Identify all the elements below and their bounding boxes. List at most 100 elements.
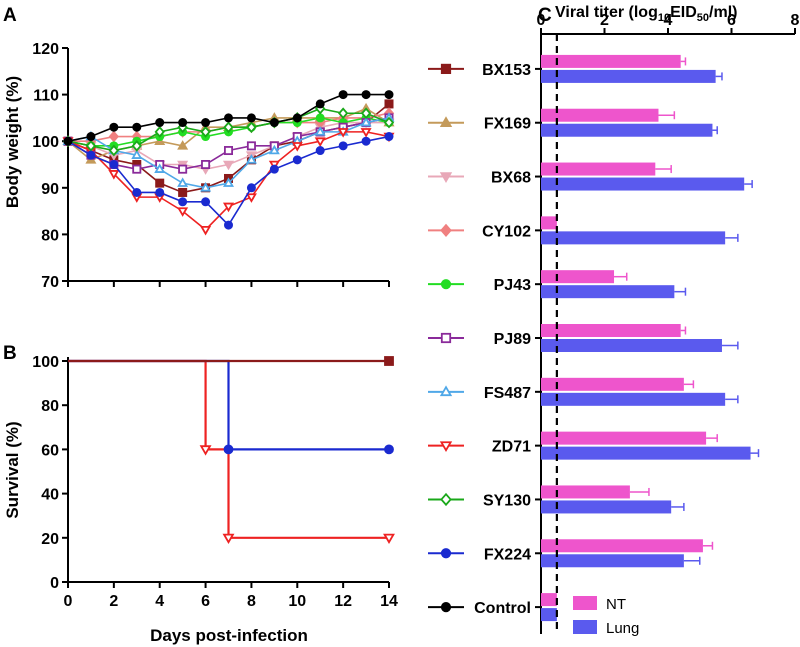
panel-b-survival-chart: 0 20 40 60 80 100 0 2 4 6 8 10 12 14 — [32, 354, 398, 610]
panel-c-category-label: FX169 — [484, 116, 531, 133]
panel-a-point-fx224 — [155, 187, 165, 197]
panel-a-point-control — [246, 113, 256, 123]
panel-a-point-fx224 — [315, 146, 325, 156]
panel-a-y-tick-label: 90 — [41, 181, 59, 198]
panel-a-point-bx68 — [222, 160, 235, 171]
panel-letter-b: B — [3, 343, 17, 364]
panel-a-point-control — [223, 113, 233, 123]
panel-c-bar-lung — [541, 500, 672, 514]
panel-b-x-tick-label: 8 — [247, 593, 256, 610]
panel-c-x-tick-label: 2 — [600, 12, 609, 29]
panel-a-point-zd71 — [291, 142, 303, 152]
panel-c-bar-lung — [541, 177, 745, 191]
panel-c-category-label: PJ43 — [494, 277, 531, 294]
legend-marker-sy130 — [440, 492, 452, 507]
legend-marker-cy102 — [440, 223, 452, 237]
panel-c-bar-lung — [541, 231, 726, 245]
panel-c-bar-lung — [541, 339, 722, 352]
panel-a-point-zd71 — [108, 170, 120, 180]
panel-a-y-tick-label: 80 — [41, 227, 59, 244]
panel-a-point-fs487 — [360, 116, 372, 127]
panel-a-point-fx224 — [338, 141, 348, 151]
legend-marker-pj43 — [440, 279, 452, 290]
panel-b-marker-zd71 — [383, 533, 395, 544]
panel-a-point-fx224 — [292, 155, 302, 165]
panel-c-bar-nt — [541, 377, 684, 391]
panel-a-point-control — [292, 113, 302, 123]
panel-a-point-sy130 — [337, 107, 349, 120]
panel-c-x-tick-label: 4 — [664, 12, 673, 29]
panel-a-y-tick-label: 110 — [33, 88, 59, 105]
panel-c-legend-swatch-lung — [573, 620, 597, 634]
panel-a-point-fx224 — [269, 164, 279, 174]
panel-a-point-fx224 — [86, 150, 96, 160]
panel-b-x-tick-label: 4 — [155, 593, 164, 610]
panel-c-viral-titer-chart: 0 2 4 6 8 BX153 FX169 BX68 CY102 PJ43 PJ89 FS487 ZD7… — [428, 12, 800, 637]
panel-a-point-control — [269, 118, 279, 128]
panel-a-ylabel: Body weight (%) — [3, 76, 22, 208]
panel-a-point-bx153 — [178, 187, 188, 197]
panel-a-point-zd71 — [337, 128, 349, 138]
panel-c-category-label: FS487 — [484, 385, 531, 402]
legend-marker-bx153 — [440, 63, 452, 75]
panel-b-x-tick-label: 6 — [201, 593, 210, 610]
panel-c-category-label: BX68 — [491, 170, 531, 187]
panel-c-legend-swatch-nt — [573, 596, 597, 610]
panel-c-category-label: CY102 — [482, 223, 531, 240]
panel-a-point-pj43 — [315, 113, 325, 123]
panel-c-bar-nt — [541, 162, 656, 176]
panel-c-category-label: SY130 — [483, 492, 531, 509]
panel-a-point-zd71 — [314, 137, 326, 147]
panel-b-ylabel: Survival (%) — [3, 421, 22, 518]
panel-b-y-tick-label: 60 — [41, 442, 59, 459]
panel-a-point-fx224 — [132, 187, 142, 197]
panel-a-point-fs487 — [131, 149, 143, 159]
panel-a-point-fx224 — [201, 197, 211, 207]
panel-c-bar-nt — [541, 108, 659, 122]
panel-letter-c: C — [538, 5, 552, 26]
panel-a-point-fs487 — [177, 177, 189, 187]
panel-a-point-sy130 — [85, 139, 97, 152]
panel-b-y-tick-label: 100 — [32, 354, 59, 371]
panel-a-y-tick-label: 70 — [41, 274, 59, 291]
panel-a-point-pj89 — [178, 164, 188, 174]
panel-a-point-zd71 — [222, 202, 235, 213]
panel-a-point-fs487 — [245, 154, 257, 164]
panel-c-bar-nt — [541, 270, 615, 284]
panel-a-point-sy130 — [131, 139, 142, 152]
panel-b-marker-zd71 — [199, 445, 212, 456]
panel-c-category-label: PJ89 — [494, 331, 531, 348]
panel-a-point-fs487 — [154, 163, 166, 173]
legend-marker-zd71 — [439, 441, 453, 453]
panel-b-x-tick-label: 0 — [64, 593, 73, 610]
panel-a-point-control — [178, 118, 188, 128]
panel-c-legend-label-lung: Lung — [606, 620, 639, 637]
panel-b-y-tick-label: 80 — [41, 398, 59, 415]
panel-a-point-sy130 — [246, 121, 257, 134]
panel-a-point-bx153 — [384, 99, 394, 109]
legend-marker-control — [440, 601, 452, 613]
panel-c-bar-nt — [541, 539, 703, 553]
panel-b-marker-bx153 — [384, 356, 394, 366]
panel-a-point-fs487 — [200, 182, 212, 192]
panel-c-x-tick-label: 0 — [537, 12, 546, 29]
panel-a-point-fs487 — [314, 126, 326, 136]
panel-b-x-tick-label: 14 — [380, 593, 398, 610]
panel-a-point-control — [384, 90, 394, 100]
panel-c-bar-lung — [541, 285, 675, 299]
panel-a-point-bx153 — [155, 178, 165, 188]
panel-a-point-control — [361, 90, 371, 100]
panel-a-point-pj89 — [223, 146, 233, 156]
panel-c-category-label: BX153 — [482, 62, 531, 79]
panel-c-category-label: Control — [474, 600, 531, 617]
panel-a-point-fs487 — [268, 144, 280, 155]
panel-a-point-control — [338, 90, 348, 100]
panel-a-point-pj89 — [201, 159, 211, 169]
panel-a-point-control — [132, 122, 142, 132]
panel-a-point-pj89 — [132, 164, 142, 174]
panel-b-x-tick-label: 12 — [334, 593, 352, 610]
panel-a-point-zd71 — [200, 225, 212, 236]
panel-c-category-label: FX224 — [484, 546, 531, 563]
legend-marker-pj89 — [440, 332, 452, 344]
panel-a-point-fx224 — [246, 183, 256, 193]
